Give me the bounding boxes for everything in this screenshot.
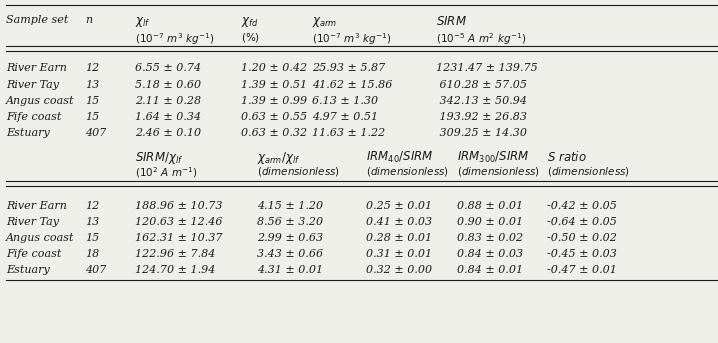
Text: 15: 15 xyxy=(85,112,99,122)
Text: $IRM_{300}/SIRM$: $IRM_{300}/SIRM$ xyxy=(457,150,529,165)
Text: $(dimensionless)$: $(dimensionless)$ xyxy=(257,165,340,178)
Text: $(10^{-5}\ A\ m^2\ kg^{-1})$: $(10^{-5}\ A\ m^2\ kg^{-1})$ xyxy=(436,31,526,47)
Text: $(10^2\ A\ m^{-1})$: $(10^2\ A\ m^{-1})$ xyxy=(135,165,197,180)
Text: 0.63 ± 0.55: 0.63 ± 0.55 xyxy=(241,112,307,122)
Text: $SIRM$: $SIRM$ xyxy=(436,15,467,28)
Text: 309.25 ± 14.30: 309.25 ± 14.30 xyxy=(436,128,527,138)
Text: 0.84 ± 0.01: 0.84 ± 0.01 xyxy=(457,265,523,275)
Text: 15: 15 xyxy=(85,233,99,243)
Text: 8.56 ± 3.20: 8.56 ± 3.20 xyxy=(257,217,323,227)
Text: 1231.47 ± 139.75: 1231.47 ± 139.75 xyxy=(436,63,538,73)
Text: 41.62 ± 15.86: 41.62 ± 15.86 xyxy=(312,80,393,90)
Text: 13: 13 xyxy=(85,80,99,90)
Text: $\chi_{arm}$: $\chi_{arm}$ xyxy=(312,15,337,29)
Text: 407: 407 xyxy=(85,128,106,138)
Text: $SIRM/\chi_{lf}$: $SIRM/\chi_{lf}$ xyxy=(135,150,183,166)
Text: $(10^{-7}\ m^3\ kg^{-1})$: $(10^{-7}\ m^3\ kg^{-1})$ xyxy=(312,31,392,47)
Text: n: n xyxy=(85,15,92,25)
Text: 0.31 ± 0.01: 0.31 ± 0.01 xyxy=(366,249,432,259)
Text: $IRM_{40}/SIRM$: $IRM_{40}/SIRM$ xyxy=(366,150,434,165)
Text: 2.99 ± 0.63: 2.99 ± 0.63 xyxy=(257,233,323,243)
Text: 1.39 ± 0.99: 1.39 ± 0.99 xyxy=(241,96,307,106)
Text: 2.11 ± 0.28: 2.11 ± 0.28 xyxy=(135,96,201,106)
Text: Fife coast: Fife coast xyxy=(6,249,61,259)
Text: $\chi_{arm}/\chi_{lf}$: $\chi_{arm}/\chi_{lf}$ xyxy=(257,150,300,166)
Text: 0.83 ± 0.02: 0.83 ± 0.02 xyxy=(457,233,523,243)
Text: 3.43 ± 0.66: 3.43 ± 0.66 xyxy=(257,249,323,259)
Text: 0.28 ± 0.01: 0.28 ± 0.01 xyxy=(366,233,432,243)
Text: 120.63 ± 12.46: 120.63 ± 12.46 xyxy=(135,217,223,227)
Text: 4.97 ± 0.51: 4.97 ± 0.51 xyxy=(312,112,378,122)
Text: 0.41 ± 0.03: 0.41 ± 0.03 xyxy=(366,217,432,227)
Text: 407: 407 xyxy=(85,265,106,275)
Text: $\chi_{fd}$: $\chi_{fd}$ xyxy=(241,15,258,29)
Text: $(dimensionless)$: $(dimensionless)$ xyxy=(366,165,449,178)
Text: 11.63 ± 1.22: 11.63 ± 1.22 xyxy=(312,128,386,138)
Text: 193.92 ± 26.83: 193.92 ± 26.83 xyxy=(436,112,527,122)
Text: River Tay: River Tay xyxy=(6,217,59,227)
Text: $S\ ratio$: $S\ ratio$ xyxy=(547,150,587,164)
Text: -0.45 ± 0.03: -0.45 ± 0.03 xyxy=(547,249,617,259)
Text: River Tay: River Tay xyxy=(6,80,59,90)
Text: 18: 18 xyxy=(85,249,99,259)
Text: 188.96 ± 10.73: 188.96 ± 10.73 xyxy=(135,201,223,211)
Text: 6.13 ± 1.30: 6.13 ± 1.30 xyxy=(312,96,378,106)
Text: 12: 12 xyxy=(85,201,99,211)
Text: Fife coast: Fife coast xyxy=(6,112,61,122)
Text: 610.28 ± 57.05: 610.28 ± 57.05 xyxy=(436,80,527,90)
Text: Estuary: Estuary xyxy=(6,128,50,138)
Text: 1.20 ± 0.42: 1.20 ± 0.42 xyxy=(241,63,307,73)
Text: 124.70 ± 1.94: 124.70 ± 1.94 xyxy=(135,265,215,275)
Text: $(dimensionless)$: $(dimensionless)$ xyxy=(457,165,540,178)
Text: $\chi_{lf}$: $\chi_{lf}$ xyxy=(135,15,151,29)
Text: River Earn: River Earn xyxy=(6,201,67,211)
Text: 122.96 ± 7.84: 122.96 ± 7.84 xyxy=(135,249,215,259)
Text: 0.32 ± 0.00: 0.32 ± 0.00 xyxy=(366,265,432,275)
Text: 13: 13 xyxy=(85,217,99,227)
Text: -0.42 ± 0.05: -0.42 ± 0.05 xyxy=(547,201,617,211)
Text: 1.39 ± 0.51: 1.39 ± 0.51 xyxy=(241,80,307,90)
Text: 0.90 ± 0.01: 0.90 ± 0.01 xyxy=(457,217,523,227)
Text: 0.88 ± 0.01: 0.88 ± 0.01 xyxy=(457,201,523,211)
Text: 5.18 ± 0.60: 5.18 ± 0.60 xyxy=(135,80,201,90)
Text: -0.47 ± 0.01: -0.47 ± 0.01 xyxy=(547,265,617,275)
Text: -0.50 ± 0.02: -0.50 ± 0.02 xyxy=(547,233,617,243)
Text: 342.13 ± 50.94: 342.13 ± 50.94 xyxy=(436,96,527,106)
Text: -0.64 ± 0.05: -0.64 ± 0.05 xyxy=(547,217,617,227)
Text: 162.31 ± 10.37: 162.31 ± 10.37 xyxy=(135,233,223,243)
Text: 15: 15 xyxy=(85,96,99,106)
Text: 0.63 ± 0.32: 0.63 ± 0.32 xyxy=(241,128,307,138)
Text: Angus coast: Angus coast xyxy=(6,233,74,243)
Text: 4.31 ± 0.01: 4.31 ± 0.01 xyxy=(257,265,323,275)
Text: 0.84 ± 0.03: 0.84 ± 0.03 xyxy=(457,249,523,259)
Text: $(\%)$: $(\%)$ xyxy=(241,31,259,44)
Text: Estuary: Estuary xyxy=(6,265,50,275)
Text: 6.55 ± 0.74: 6.55 ± 0.74 xyxy=(135,63,201,73)
Text: 12: 12 xyxy=(85,63,99,73)
Text: $(10^{-7}\ m^3\ kg^{-1})$: $(10^{-7}\ m^3\ kg^{-1})$ xyxy=(135,31,215,47)
Text: 0.25 ± 0.01: 0.25 ± 0.01 xyxy=(366,201,432,211)
Text: 4.15 ± 1.20: 4.15 ± 1.20 xyxy=(257,201,323,211)
Text: Angus coast: Angus coast xyxy=(6,96,74,106)
Text: River Earn: River Earn xyxy=(6,63,67,73)
Text: Sample set: Sample set xyxy=(6,15,68,25)
Text: 1.64 ± 0.34: 1.64 ± 0.34 xyxy=(135,112,201,122)
Text: 2.46 ± 0.10: 2.46 ± 0.10 xyxy=(135,128,201,138)
Text: 25.93 ± 5.87: 25.93 ± 5.87 xyxy=(312,63,386,73)
Text: $(dimensionless)$: $(dimensionless)$ xyxy=(547,165,630,178)
